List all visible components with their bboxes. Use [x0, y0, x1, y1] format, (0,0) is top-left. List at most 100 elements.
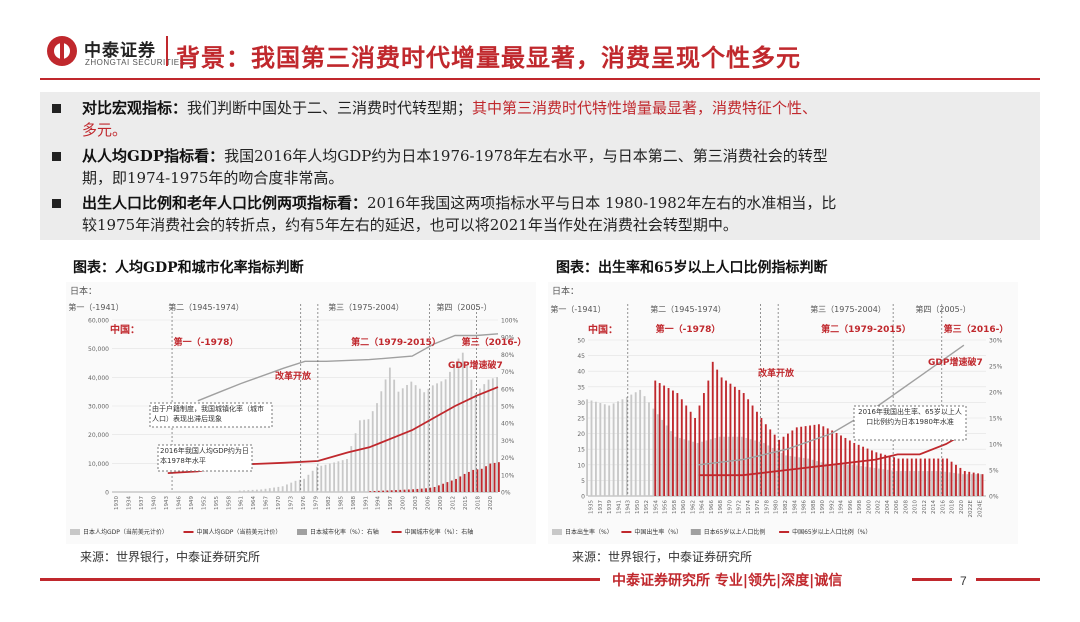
japan-bar [886, 469, 889, 496]
x-tick-label: 1994 [376, 496, 382, 510]
x-tick-label: 1966 [709, 500, 715, 514]
x-tick-label: 1968 [718, 500, 724, 514]
japan-bar [754, 440, 757, 496]
japan-bar [895, 471, 898, 496]
x-tick-label: 1961 [239, 496, 245, 510]
x-tick-label: 1988 [811, 500, 817, 514]
y-tick-label: 0 [105, 490, 109, 497]
japan-bar [427, 388, 430, 492]
x-tick-label: 2012 [922, 500, 928, 514]
china-bar [800, 426, 803, 496]
japan-bar [401, 388, 404, 492]
japan-bar [487, 379, 490, 492]
japan-bar [975, 474, 978, 496]
legend-swatch [690, 529, 701, 535]
japan-era-labels: 第一（-1941） 第二（1945-1974） 第三（1975-2004） 第四（20… [550, 304, 970, 314]
y2-tick-label: 10% [989, 442, 1003, 449]
japan-bar [922, 471, 925, 496]
x-tick-label: 1943 [164, 496, 170, 510]
y2-tick-label: 100% [501, 318, 518, 325]
footer-rule-right [976, 578, 1040, 581]
logo-subtext: ZHONGTAI SECURITIES [85, 58, 186, 67]
y-tick-label: 5 [581, 478, 585, 485]
y-tick-label: 45 [577, 353, 585, 360]
bars [238, 352, 500, 492]
x-tick-label: 2018 [950, 500, 956, 514]
china-bar [862, 446, 865, 496]
japan-bar [855, 465, 858, 496]
china-bar [848, 440, 851, 496]
x-tick-label: 1937 [598, 500, 604, 514]
y2-tick-label: 90% [501, 335, 515, 342]
japan-bar [256, 489, 258, 492]
japan-bar [414, 385, 417, 492]
china-bar [937, 458, 940, 496]
japan-bar [816, 461, 818, 496]
x-tick-label: 1982 [326, 496, 332, 510]
japan-bar [913, 471, 916, 496]
y-tick-label: 20,000 [88, 432, 109, 439]
x-tick-label: 1960 [681, 500, 687, 514]
japan-bar [904, 471, 907, 496]
y2-tick-label: 0% [501, 490, 511, 497]
japan-era-label: 第三（1975-2004） [328, 302, 404, 312]
japan-bar [298, 479, 301, 492]
japan-bar [453, 364, 456, 492]
note1-box [149, 402, 273, 428]
japan-label: 日本： [552, 285, 579, 297]
china-era-label: 第三（2016-） [944, 323, 1009, 335]
japan-bar [718, 436, 721, 496]
y2-tick-label: 30% [989, 338, 1003, 345]
china-era-label: 第一（-1978） [174, 336, 239, 348]
legend-label: 中国城市化率（%）：右轴 [405, 528, 474, 536]
china-bar [658, 383, 661, 496]
japan-bar [798, 457, 801, 496]
china-bar [698, 405, 701, 496]
y-tick-label: 30 [577, 400, 585, 407]
x-tick-label: 1991 [363, 496, 369, 510]
bullet-text-cont: 期，即1974-1975年的吻合度非常高。 [82, 169, 344, 187]
china-bar [450, 480, 453, 492]
japan-bar [820, 462, 823, 496]
china-bar [747, 399, 750, 496]
y-tick-label: 25 [577, 416, 585, 423]
china-bar [399, 489, 402, 492]
japan-bar [444, 379, 447, 492]
china-bar [813, 424, 816, 496]
x-tick-label: 1998 [857, 500, 863, 514]
china-bar [955, 464, 957, 496]
bullet-square-icon [52, 152, 61, 161]
x-tick-label: 1937 [139, 496, 145, 510]
note2-text: 2016年我国人均GDP约为日本1978年水平 [160, 447, 249, 465]
china-bar [787, 433, 789, 496]
china-bar [897, 458, 900, 496]
china-bar [756, 411, 758, 496]
japan-bar [838, 464, 841, 496]
x-tick-label: 1958 [672, 500, 678, 514]
x-tick-label: 1950 [635, 500, 641, 514]
china-bar [910, 458, 913, 496]
japan-bar [294, 480, 297, 492]
bars [586, 361, 984, 496]
japan-bar [599, 403, 602, 496]
x-tick-label: 1985 [338, 496, 344, 510]
x-tick-label: 1996 [848, 500, 854, 514]
china-bar [928, 458, 931, 496]
japan-bar [268, 488, 271, 492]
japan-bar [758, 441, 761, 496]
china-bar [689, 411, 692, 496]
japan-bar [388, 367, 391, 492]
japan-bar [714, 437, 717, 496]
japan-bar [290, 482, 293, 492]
japan-bar [908, 471, 911, 496]
china-bar [437, 485, 440, 492]
note2-box [157, 444, 253, 472]
japan-bar [745, 437, 748, 496]
slide-header: 中泰证券 ZHONGTAI SECURITIES 背景：我国第三消费时代增量最显… [0, 0, 1080, 84]
japan-bar [496, 377, 498, 492]
legend-label: 日本65岁以上人口比例 [704, 528, 766, 536]
japan-era-label: 第三（1975-2004） [810, 304, 886, 314]
japan-bar [926, 471, 929, 496]
x-tick-label: 1952 [201, 496, 207, 510]
x-tick-label: 1970 [727, 500, 733, 514]
